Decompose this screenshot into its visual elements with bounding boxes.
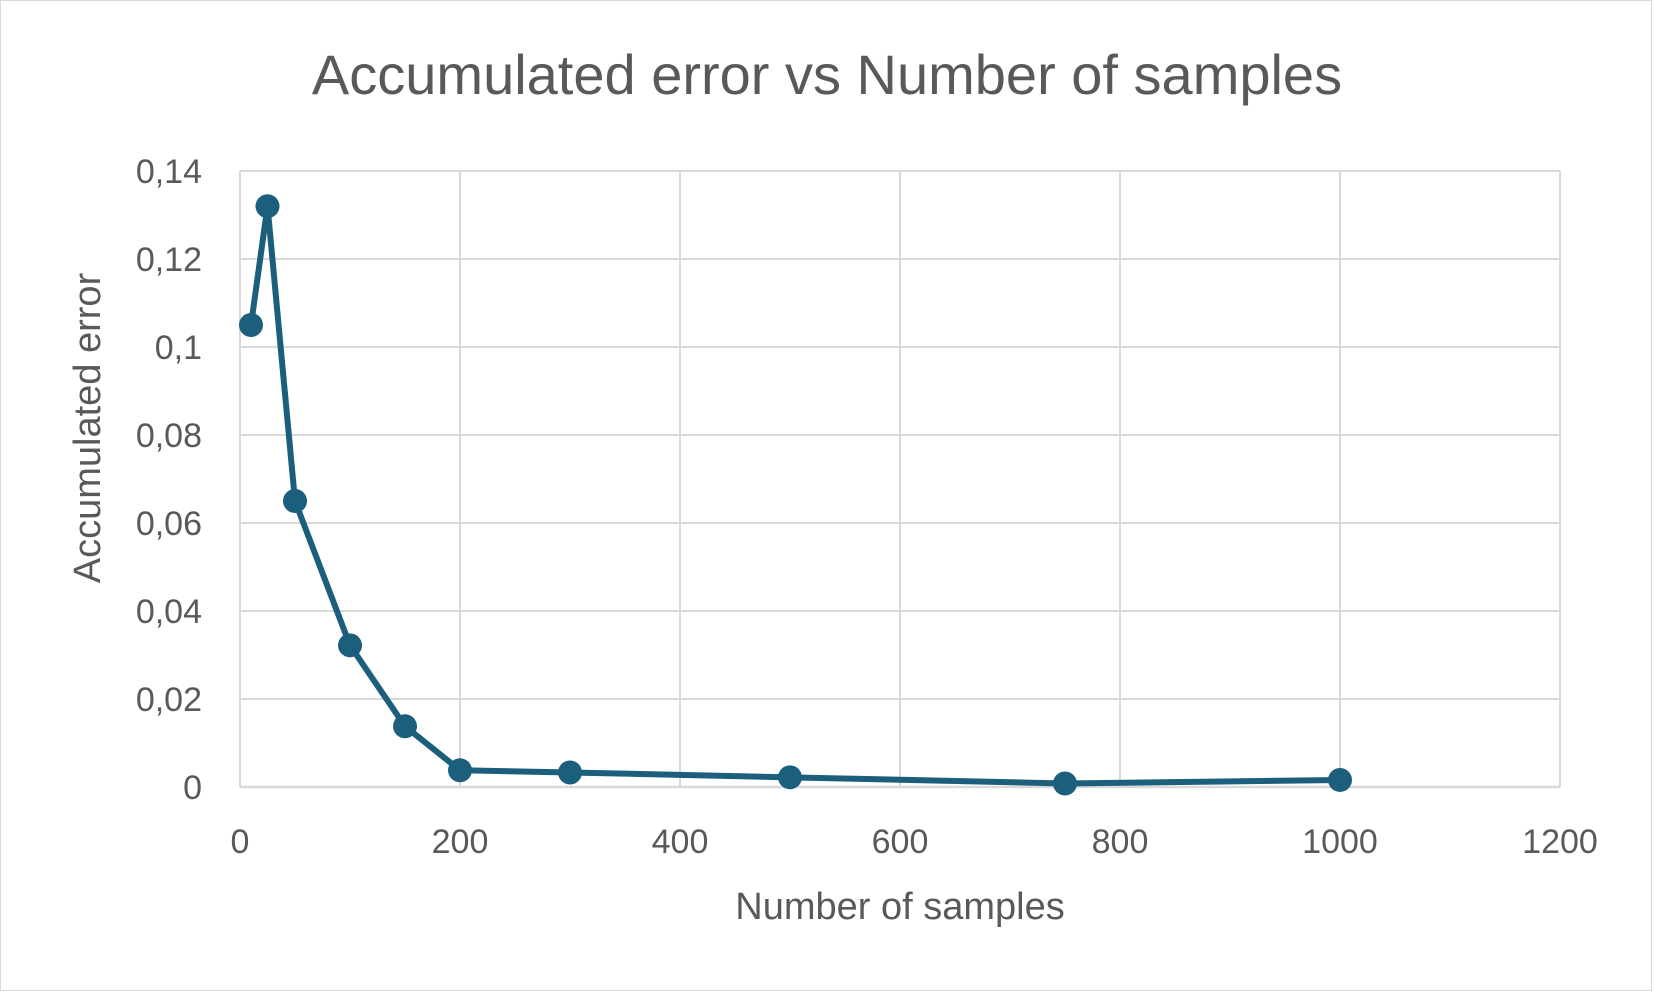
data-point (558, 760, 582, 785)
y-tick-label: 0 (183, 769, 202, 807)
y-tick-label: 0,1 (155, 329, 202, 367)
data-point (1328, 767, 1352, 792)
y-tick-labels: 0 0,02 0,04 0,06 0,08 0,1 0,12 0,14 (136, 153, 202, 807)
x-axis-title: Number of samples (735, 886, 1064, 928)
data-point (448, 758, 472, 783)
chart-title: Accumulated error vs Number of samples (312, 43, 1342, 106)
series (239, 194, 1352, 796)
x-tick-label: 1200 (1522, 823, 1598, 861)
data-point (393, 714, 417, 739)
x-tick-label: 1000 (1302, 823, 1378, 861)
data-point (255, 194, 280, 219)
y-tick-label: 0,06 (136, 505, 202, 543)
data-point (1053, 771, 1077, 796)
data-point (338, 633, 362, 658)
x-tick-labels: 0 200 400 600 800 1000 1200 (231, 823, 1598, 861)
x-tick-label: 0 (231, 823, 250, 861)
data-point (283, 489, 307, 513)
y-tick-label: 0,08 (136, 417, 202, 455)
y-tick-label: 0,02 (136, 681, 202, 719)
x-tick-label: 400 (652, 823, 709, 861)
x-tick-label: 800 (1092, 823, 1149, 861)
data-point (778, 765, 802, 790)
y-axis-title: Accumulated error (67, 272, 109, 583)
y-tick-label: 0,14 (136, 153, 202, 191)
y-tick-label: 0,04 (136, 593, 202, 631)
x-tick-label: 200 (432, 823, 489, 861)
y-tick-label: 0,12 (136, 241, 202, 279)
grid (240, 170, 1561, 787)
x-tick-label: 600 (872, 823, 929, 861)
series-line (248, 203, 1343, 787)
data-point (239, 313, 263, 337)
